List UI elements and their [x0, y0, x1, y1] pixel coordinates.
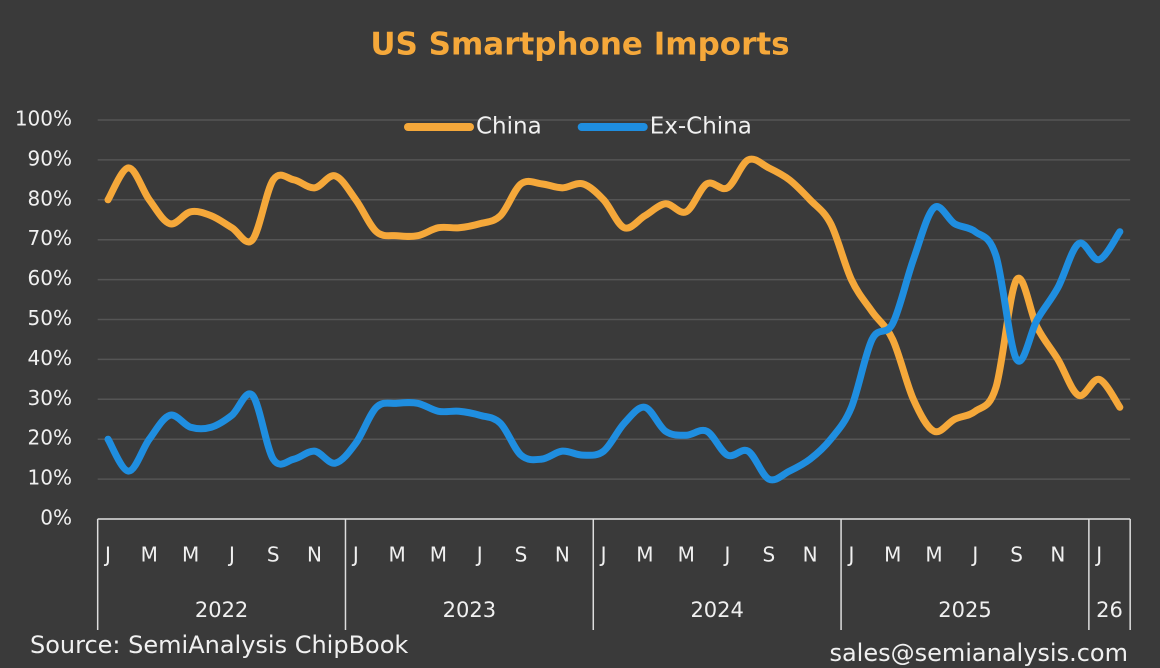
x-tick-label: J	[1094, 543, 1102, 567]
y-tick-label: 0%	[40, 506, 72, 530]
x-tick-label: J	[103, 543, 111, 567]
x-tick-label: M	[884, 543, 901, 567]
legend-label: Ex-China	[650, 114, 752, 140]
y-tick-label: 70%	[28, 226, 72, 250]
x-tick-label: S	[267, 543, 280, 567]
x-tick-label: N	[803, 543, 818, 567]
x-tick-label: S	[1010, 543, 1023, 567]
x-tick-label: M	[388, 543, 405, 567]
x-tick-label: N	[1050, 543, 1065, 567]
x-tick-label: M	[430, 543, 447, 567]
series-line	[104, 155, 1124, 436]
y-tick-label: 20%	[28, 426, 72, 450]
x-tick-label: J	[723, 543, 731, 567]
year-label: 2022	[195, 598, 248, 622]
year-label: 2025	[938, 598, 991, 622]
y-tick-label: 10%	[28, 466, 72, 490]
series-line	[104, 203, 1124, 484]
x-tick-label: J	[351, 543, 359, 567]
x-tick-label: J	[970, 543, 978, 567]
x-tick-label: J	[475, 543, 483, 567]
x-tick-label: J	[599, 543, 607, 567]
x-tick-label: M	[141, 543, 158, 567]
x-tick-label: J	[846, 543, 854, 567]
legend-label: China	[476, 114, 542, 140]
y-tick-label: 90%	[28, 146, 72, 170]
y-tick-label: 50%	[28, 306, 72, 330]
y-tick-label: 60%	[28, 266, 72, 290]
x-tick-label: M	[182, 543, 199, 567]
x-tick-label: J	[227, 543, 235, 567]
contact: sales@semianalysis.com	[829, 639, 1128, 667]
y-tick-label: 80%	[28, 186, 72, 210]
x-tick-label: S	[762, 543, 775, 567]
x-tick-label: N	[307, 543, 322, 567]
x-tick-label: M	[678, 543, 695, 567]
year-label: 2024	[690, 598, 743, 622]
x-tick-label: N	[555, 543, 570, 567]
y-tick-label: 40%	[28, 346, 72, 370]
x-tick-label: M	[925, 543, 942, 567]
y-tick-label: 100%	[15, 107, 72, 131]
x-tick-label: S	[515, 543, 528, 567]
y-tick-label: 30%	[28, 386, 72, 410]
year-label: 26	[1096, 598, 1123, 622]
source: Source: SemiAnalysis ChipBook	[30, 631, 408, 659]
year-label: 2023	[443, 598, 496, 622]
x-tick-label: M	[636, 543, 653, 567]
chart-title: US Smartphone Imports	[370, 27, 789, 63]
